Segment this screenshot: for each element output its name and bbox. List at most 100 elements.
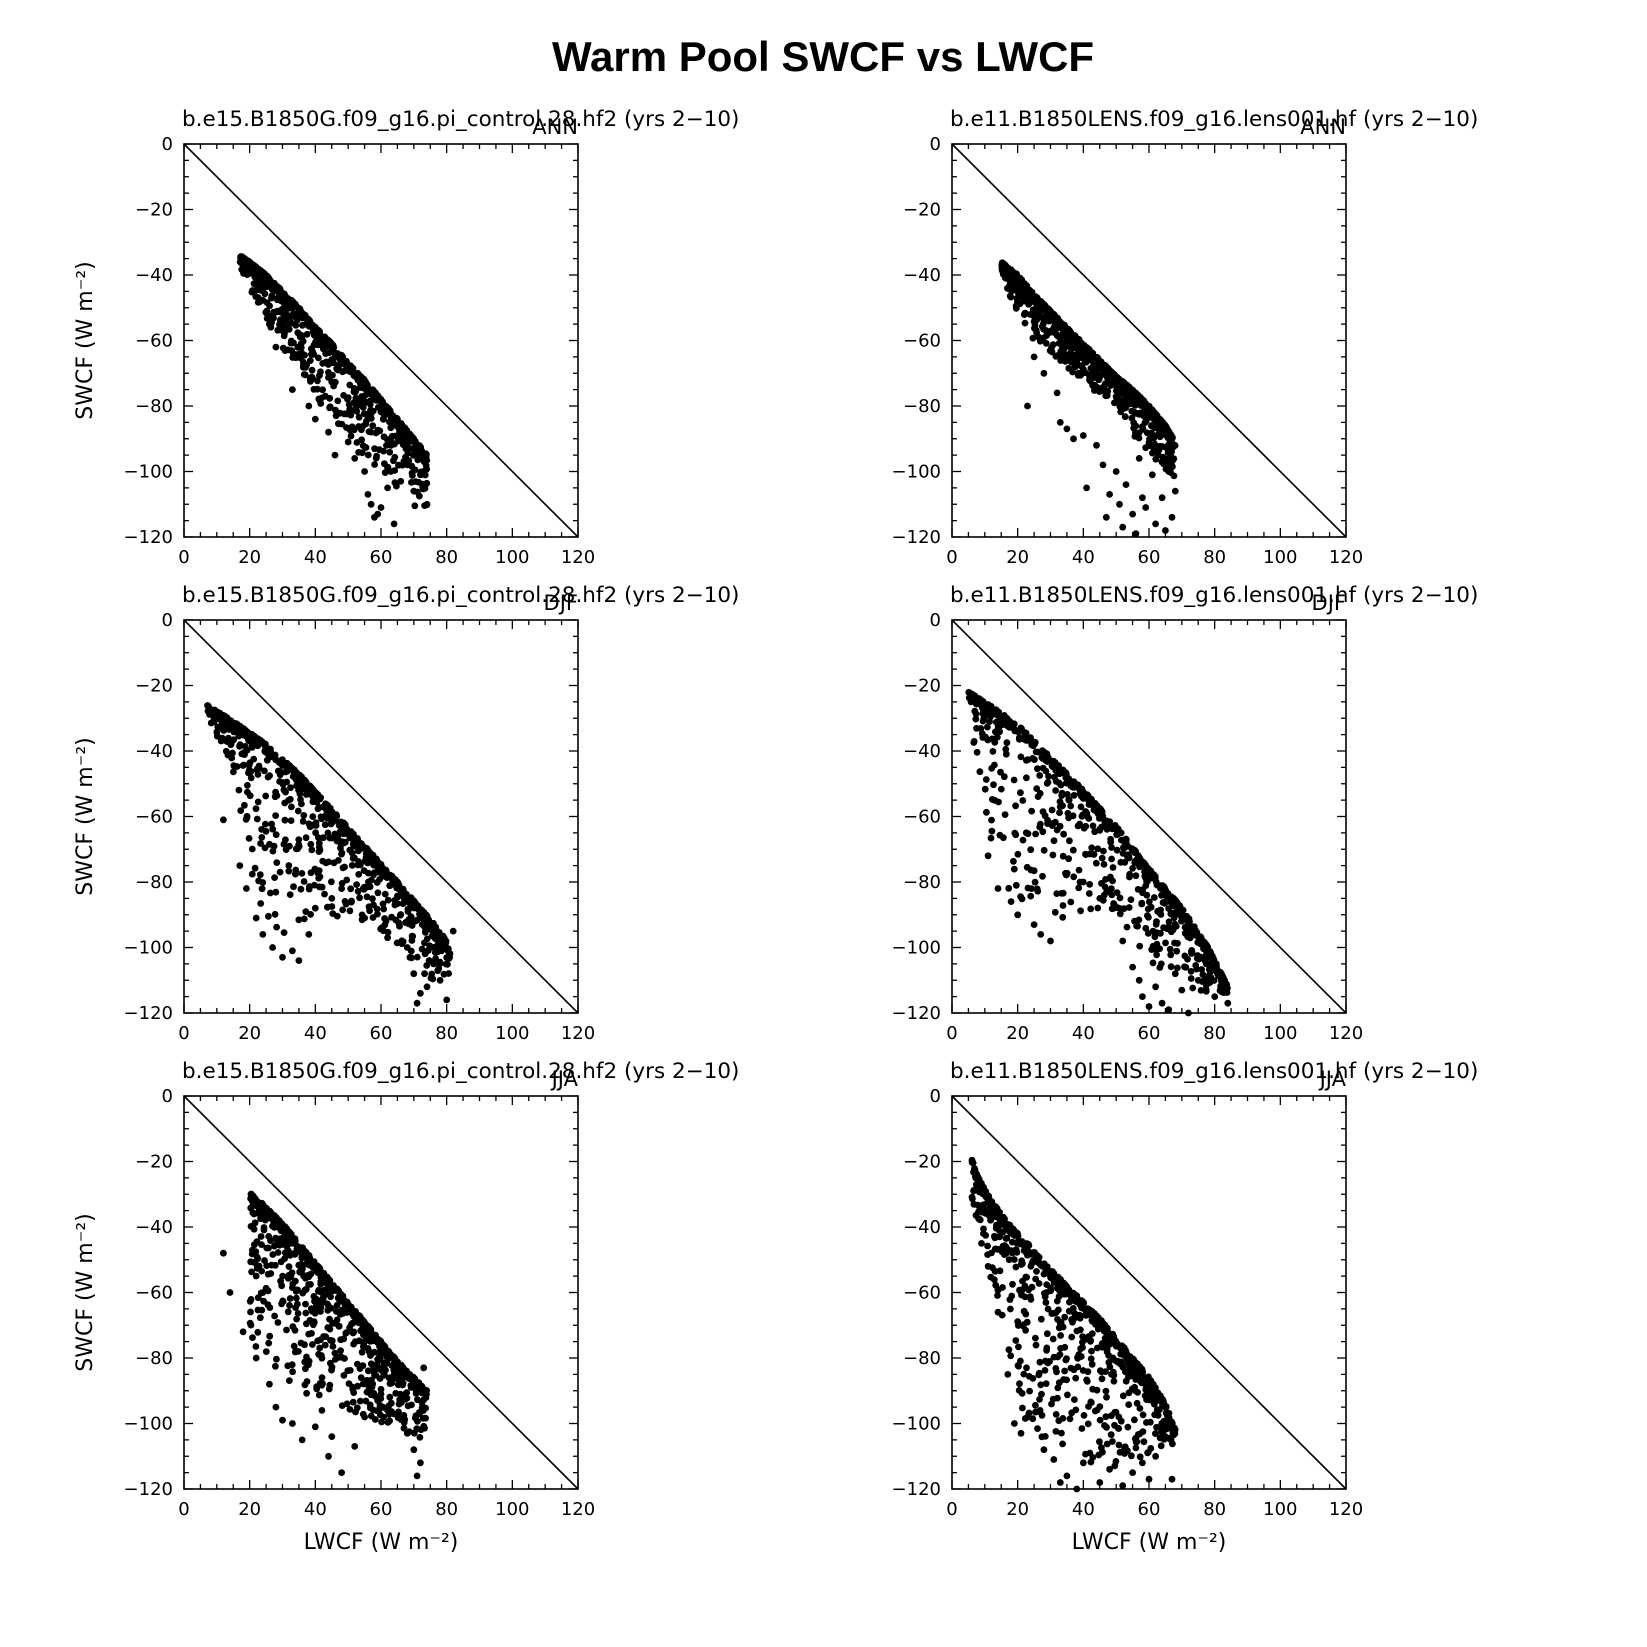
data-point [404, 908, 412, 915]
data-point [303, 1254, 311, 1261]
data-point [417, 989, 424, 997]
data-point [280, 929, 288, 936]
panel-title: b.e11.B1850LENS.f09_g16.lens001.hf (yrs … [950, 107, 1478, 132]
data-point [334, 397, 342, 405]
data-point [1121, 413, 1129, 421]
data-point [299, 364, 307, 371]
data-point [984, 852, 992, 860]
data-point [1108, 844, 1115, 851]
x-tick-label: 60 [1138, 1499, 1161, 1520]
data-point [416, 1434, 424, 1441]
data-point [344, 395, 351, 403]
data-point [297, 885, 305, 893]
data-point [305, 1330, 313, 1338]
scatter-points [998, 259, 1179, 538]
data-point [387, 468, 395, 475]
data-point [245, 835, 253, 842]
data-point [246, 1319, 254, 1327]
data-point [1153, 881, 1161, 889]
data-point [352, 1315, 360, 1322]
x-tick-label: 0 [178, 1499, 189, 1520]
data-point [247, 1308, 254, 1316]
x-tick-label: 0 [946, 1023, 957, 1044]
data-point [341, 863, 348, 871]
data-point [1018, 895, 1026, 903]
data-point [1048, 820, 1056, 828]
data-point [254, 771, 262, 778]
data-point [307, 345, 315, 353]
data-point [289, 1420, 296, 1427]
y-tick-label: −60 [135, 1283, 173, 1304]
data-point [1075, 866, 1083, 874]
data-point [1083, 809, 1091, 817]
data-point [367, 415, 375, 422]
x-tick-label: 60 [370, 1023, 393, 1044]
data-point [248, 870, 256, 878]
data-point [1131, 1416, 1138, 1424]
data-point [354, 887, 362, 895]
data-point [395, 1400, 403, 1408]
data-point [308, 366, 316, 374]
data-point [378, 1343, 386, 1351]
data-point [1073, 358, 1080, 365]
data-point [1167, 951, 1175, 959]
reference-line [183, 143, 579, 538]
data-point [307, 869, 315, 877]
data-point [984, 723, 991, 731]
data-point [359, 403, 367, 411]
data-point [1056, 809, 1063, 816]
y-tick-label: 0 [930, 610, 941, 631]
data-point [423, 983, 431, 991]
data-point [404, 1402, 412, 1410]
data-point [1188, 947, 1196, 954]
data-point [279, 762, 286, 769]
data-point [422, 462, 430, 470]
data-point [361, 914, 368, 922]
data-point [1012, 302, 1020, 310]
data-point [358, 449, 366, 457]
data-point [368, 1383, 376, 1391]
data-point [250, 1210, 258, 1218]
data-point [1168, 928, 1175, 936]
data-point [410, 898, 418, 906]
data-point [1108, 370, 1116, 378]
data-point [276, 778, 283, 785]
data-point [377, 1403, 385, 1411]
data-point [1017, 753, 1025, 761]
data-point [286, 795, 294, 803]
data-point [380, 447, 387, 455]
data-point [1152, 455, 1160, 463]
data-point [423, 500, 431, 508]
y-tick-label: −60 [903, 1283, 941, 1304]
data-point [228, 754, 236, 762]
data-point [1102, 513, 1110, 521]
data-point [280, 332, 288, 340]
data-point [1008, 268, 1016, 275]
data-point [274, 1249, 282, 1256]
data-point [1066, 837, 1073, 845]
data-point [334, 835, 342, 842]
data-point [1171, 970, 1179, 978]
data-point [269, 847, 277, 855]
data-point [320, 1278, 328, 1286]
data-point [1025, 293, 1033, 301]
data-point [408, 954, 415, 962]
data-point [239, 1328, 247, 1336]
data-point [287, 337, 295, 345]
data-point [279, 1416, 286, 1424]
data-point [426, 920, 434, 928]
data-point [352, 1408, 359, 1416]
data-point [372, 1333, 380, 1341]
data-point [253, 815, 261, 823]
data-point [1096, 826, 1104, 833]
data-point [249, 1246, 256, 1254]
data-point [417, 1459, 424, 1467]
data-point [1003, 739, 1011, 747]
panel-right-top: b.e11.B1850LENS.f09_g16.lens001.hf (yrs … [892, 107, 1479, 568]
reference-line [951, 1095, 1347, 1490]
data-point [1033, 329, 1040, 336]
data-point [327, 1336, 334, 1344]
data-point [274, 326, 282, 334]
season-label: JJA [1318, 1067, 1347, 1091]
y-tick-label: −40 [135, 265, 173, 286]
